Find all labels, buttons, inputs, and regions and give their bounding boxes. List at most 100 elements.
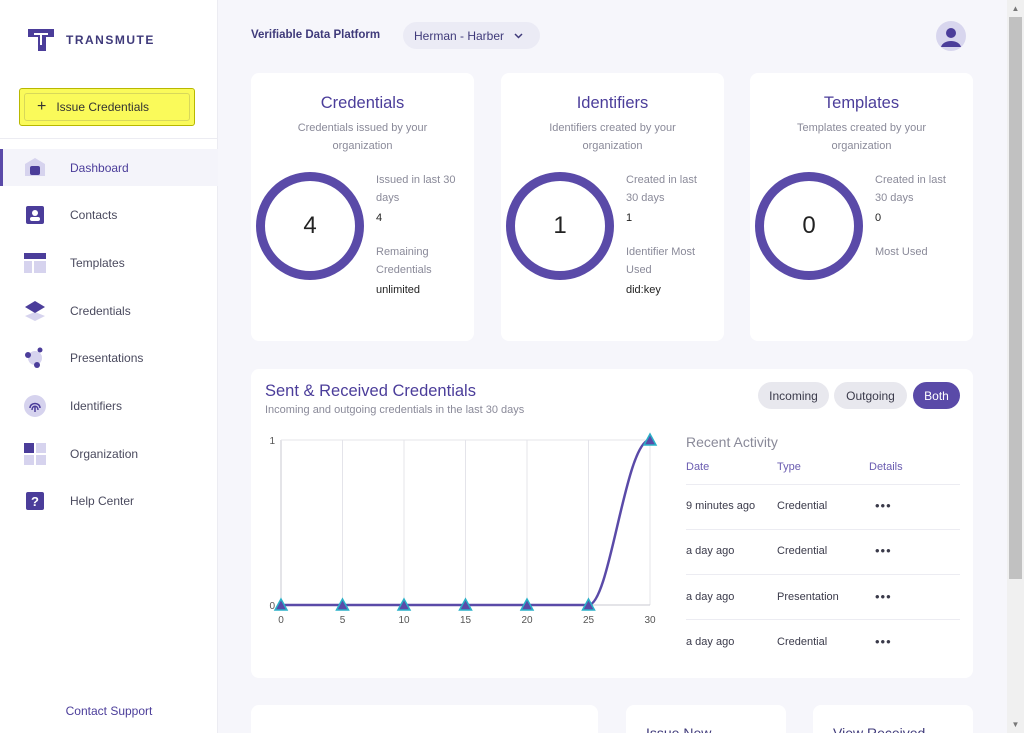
- row-details-button[interactable]: •••: [875, 589, 892, 604]
- sidebar: TRANSMUTE + Issue Credentials Dashboard …: [0, 0, 218, 733]
- row-date: a day ago: [686, 545, 735, 557]
- sidebar-item-label: Credentials: [70, 303, 131, 318]
- column-header-type: Type: [777, 461, 801, 473]
- bottom-card-blank: [251, 705, 598, 733]
- row-type: Credential: [777, 636, 828, 648]
- stat-value: 4: [376, 212, 383, 224]
- filter-outgoing-button[interactable]: Outgoing: [834, 382, 907, 409]
- sidebar-item-help-center[interactable]: ? Help Center: [0, 483, 218, 520]
- logo[interactable]: TRANSMUTE: [26, 27, 155, 53]
- card-subtitle: Identifiers created by your organization: [549, 122, 676, 152]
- stat-label: Most Used: [875, 246, 928, 258]
- sidebar-item-label: Organization: [70, 446, 139, 461]
- chevron-down-icon: [514, 31, 523, 41]
- scrollbar-thumb[interactable]: [1009, 17, 1022, 579]
- scroll-up-icon[interactable]: ▲: [1011, 4, 1020, 13]
- user-icon: [941, 28, 961, 47]
- stat-value: did:key: [626, 284, 661, 296]
- svg-text:?: ?: [31, 494, 39, 509]
- grid-icon: [22, 441, 48, 467]
- transmute-logo-icon: [28, 29, 54, 51]
- template-icon: [22, 250, 48, 276]
- stat-label: Identifier Most Used: [626, 246, 696, 276]
- stat-label: Created in last 30 days: [626, 174, 697, 204]
- credentials-card: Credentials Credentials issued by your o…: [251, 73, 474, 341]
- panel-title: Sent & Received Credentials: [265, 382, 476, 400]
- sidebar-nav: Dashboard Contacts Templates Credentials…: [0, 149, 218, 531]
- data-point-marker: [273, 597, 289, 611]
- card-subtitle: Credentials issued by your organization: [297, 122, 428, 152]
- sidebar-item-templates[interactable]: Templates: [0, 244, 218, 281]
- sidebar-item-label: Dashboard: [70, 160, 129, 175]
- x-tick-label: 10: [398, 615, 410, 626]
- x-tick-label: 25: [583, 615, 595, 626]
- help-icon: ?: [22, 488, 48, 514]
- card-title: Templates: [823, 94, 900, 112]
- card-title: Credentials: [320, 94, 405, 112]
- organization-name: Herman - Harber: [414, 28, 505, 43]
- sidebar-item-dashboard[interactable]: Dashboard: [0, 149, 218, 186]
- row-type: Credential: [777, 500, 828, 512]
- issue-credentials-button[interactable]: + Issue Credentials: [24, 93, 190, 121]
- filter-incoming-button[interactable]: Incoming: [758, 382, 829, 409]
- data-point-marker: [458, 597, 473, 611]
- row-type: Presentation: [777, 591, 839, 603]
- fingerprint-icon: [22, 393, 48, 419]
- issue-new-card[interactable]: Issue New: [626, 705, 786, 733]
- count-value: 1: [553, 212, 567, 239]
- count-value: 4: [303, 212, 317, 239]
- row-divider: [686, 529, 960, 530]
- data-point-marker: [581, 597, 596, 611]
- home-icon: [22, 155, 48, 181]
- sidebar-item-contacts[interactable]: Contacts: [0, 197, 218, 234]
- row-type: Credential: [777, 545, 828, 557]
- count-ring: 4: [256, 172, 364, 280]
- row-divider: [686, 574, 960, 575]
- data-point-marker: [335, 597, 350, 611]
- contact-support-link[interactable]: Contact Support: [65, 704, 153, 718]
- data-point-marker: [396, 597, 412, 611]
- avatar[interactable]: [936, 21, 966, 51]
- row-details-button[interactable]: •••: [875, 543, 892, 558]
- page-scrollbar[interactable]: ▲ ▼: [1007, 0, 1024, 733]
- y-tick-label: 1: [269, 436, 275, 447]
- activity-panel: Sent & Received Credentials Incoming and…: [251, 369, 973, 678]
- view-received-card[interactable]: View Received: [813, 705, 973, 733]
- y-tick-label: 0: [269, 601, 275, 612]
- stat-value: 1: [626, 212, 633, 224]
- sidebar-item-credentials[interactable]: Credentials: [0, 292, 218, 329]
- x-tick-label: 0: [278, 615, 284, 626]
- sidebar-item-label: Help Center: [70, 494, 135, 509]
- row-date: a day ago: [686, 636, 735, 648]
- row-date: 9 minutes ago: [686, 500, 756, 512]
- identifiers-card: Identifiers Identifiers created by your …: [501, 73, 724, 341]
- activity-line-chart: 0 5 10 15 20 25 30 0 1: [269, 432, 658, 626]
- platform-title: Verifiable Data Platform: [251, 29, 381, 41]
- recent-activity-title: Recent Activity: [686, 434, 778, 450]
- x-tick-label: 5: [340, 615, 346, 626]
- card-title: Identifiers: [576, 94, 649, 112]
- issue-credentials-highlight: + Issue Credentials: [19, 88, 195, 126]
- sidebar-item-presentations[interactable]: Presentations: [0, 340, 218, 377]
- count-value: 0: [802, 212, 816, 239]
- row-details-button[interactable]: •••: [875, 498, 892, 513]
- column-header-details: Details: [869, 461, 903, 473]
- row-details-button[interactable]: •••: [875, 634, 892, 649]
- scroll-down-icon[interactable]: ▼: [1011, 720, 1020, 729]
- organization-select[interactable]: Herman - Harber: [403, 22, 540, 49]
- x-tick-label: 15: [460, 615, 472, 626]
- brand-name: TRANSMUTE: [66, 33, 155, 47]
- column-header-date: Date: [686, 461, 710, 473]
- bottom-card-title: View Received: [833, 725, 926, 733]
- row-divider: [686, 484, 960, 485]
- row-divider: [686, 619, 960, 620]
- sidebar-item-label: Identifiers: [70, 398, 123, 413]
- data-point-marker: [519, 597, 535, 611]
- sidebar-item-label: Contacts: [70, 208, 118, 223]
- sidebar-item-organization[interactable]: Organization: [0, 435, 218, 472]
- sidebar-item-identifiers[interactable]: Identifiers: [0, 387, 218, 424]
- x-tick-label: 30: [644, 615, 656, 626]
- filter-both-button[interactable]: Both: [913, 382, 960, 409]
- count-ring: 0: [755, 172, 863, 280]
- stat-value: 0: [875, 212, 882, 224]
